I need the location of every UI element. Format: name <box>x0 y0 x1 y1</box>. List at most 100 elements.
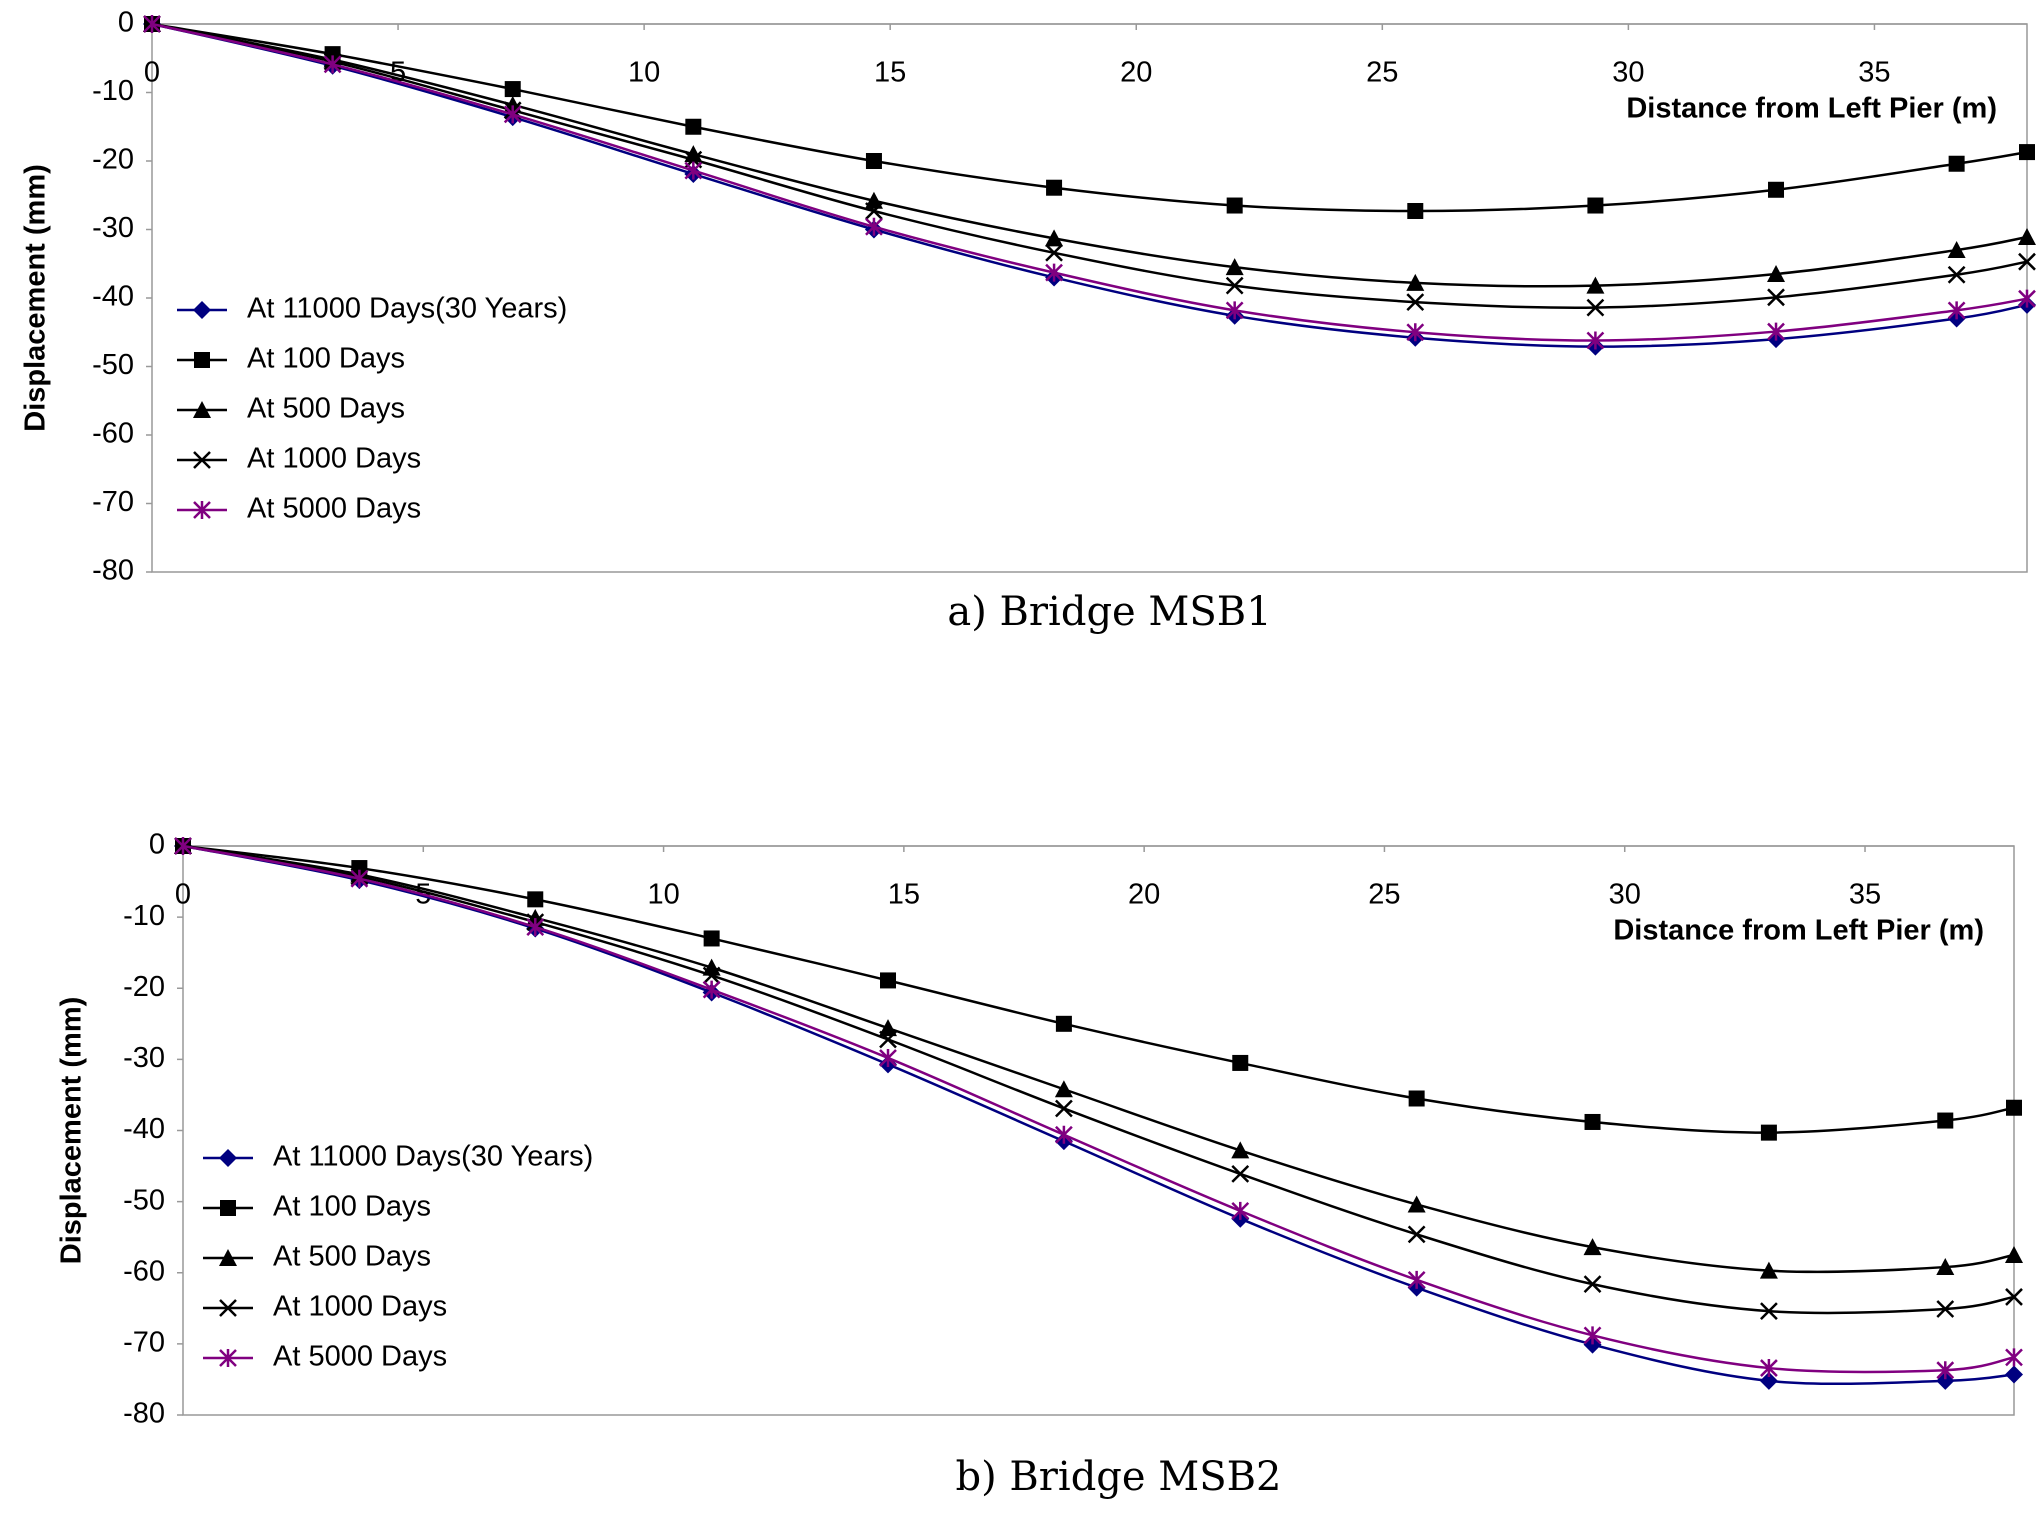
legend-label: At 100 Days <box>247 343 405 375</box>
marker <box>703 930 720 947</box>
marker <box>864 191 883 209</box>
marker <box>2018 252 2036 271</box>
marker <box>1045 229 1064 247</box>
x-tick-label: 25 <box>1366 57 1398 89</box>
marker <box>1407 1270 1426 1289</box>
x-tick-label: 15 <box>888 879 920 911</box>
marker <box>1046 179 1063 196</box>
y-tick-label: -70 <box>92 486 134 518</box>
marker <box>1767 288 1785 307</box>
marker <box>702 980 721 999</box>
legend-marker <box>219 1149 237 1167</box>
series-line <box>182 844 2015 1374</box>
marker <box>323 55 342 74</box>
x-tick-label: 0 <box>144 57 160 89</box>
x-axis-title: Distance from Left Pier (m) <box>1626 93 1997 125</box>
marker <box>2005 1245 2023 1263</box>
series-line <box>182 844 2015 1315</box>
legend-label: At 500 Days <box>273 1241 431 1273</box>
y-tick-label: -10 <box>92 75 134 107</box>
marker <box>143 15 161 33</box>
y-tick-label: 0 <box>118 7 134 39</box>
y-tick-label: -80 <box>123 1398 165 1430</box>
marker <box>2006 1099 2022 1116</box>
marker <box>865 217 883 236</box>
marker <box>1055 1099 1073 1118</box>
marker <box>1586 331 1605 350</box>
marker <box>1767 322 1785 341</box>
y-tick-label: -50 <box>92 349 134 381</box>
x-axis-title: Distance from Left Pier (m) <box>1613 915 1984 947</box>
marker <box>1759 1261 1778 1279</box>
marker <box>1232 1054 1249 1071</box>
marker <box>879 1030 897 1049</box>
marker <box>1407 1225 1426 1244</box>
marker <box>1936 1361 1955 1380</box>
marker <box>174 837 192 855</box>
legend-marker <box>193 501 211 519</box>
marker <box>1584 1113 1601 1130</box>
legend-marker <box>219 1299 237 1317</box>
legend-marker <box>193 401 211 418</box>
marker <box>1045 263 1063 282</box>
marker <box>2019 144 2035 161</box>
marker <box>350 869 369 888</box>
x-tick-label: 10 <box>628 57 660 89</box>
marker <box>1055 1015 1072 1032</box>
marker <box>865 202 883 220</box>
marker <box>880 972 897 989</box>
marker <box>1937 1112 1954 1129</box>
marker <box>1407 203 1424 220</box>
legend-marker <box>194 352 210 368</box>
x-tick-label: 20 <box>1128 879 1160 911</box>
y-tick-label: -20 <box>92 144 134 176</box>
marker <box>1583 1326 1602 1345</box>
y-tick-label: -70 <box>123 1327 165 1359</box>
marker <box>1947 301 1966 320</box>
y-tick-label: -80 <box>92 555 134 587</box>
marker <box>1587 197 1604 214</box>
series-line <box>182 844 2015 1134</box>
y-tick-label: 0 <box>149 829 165 861</box>
y-tick-label: -40 <box>92 281 134 313</box>
marker <box>2018 289 2036 308</box>
legend-label: At 1000 Days <box>273 1291 447 1323</box>
y-tick-label: -10 <box>123 900 165 932</box>
marker <box>2005 1348 2023 1367</box>
marker <box>1225 276 1244 295</box>
marker <box>1760 1124 1777 1141</box>
legend-marker <box>193 451 211 469</box>
marker <box>1948 155 1965 172</box>
marker <box>1407 1195 1426 1213</box>
legend-label: At 500 Days <box>247 393 405 425</box>
legend-label: At 100 Days <box>273 1191 431 1223</box>
marker <box>504 81 521 98</box>
marker <box>865 153 882 169</box>
marker <box>879 1019 898 1037</box>
legend-marker <box>219 1249 237 1266</box>
marker <box>1947 241 1966 259</box>
marker <box>527 891 544 908</box>
marker <box>503 105 522 124</box>
marker <box>1406 323 1425 342</box>
series-line <box>151 22 2028 342</box>
legend-marker <box>193 301 211 319</box>
legend-label: At 11000 Days(30 Years) <box>247 293 567 325</box>
y-tick-label: -30 <box>92 212 134 244</box>
marker <box>1759 1371 1778 1390</box>
legend-marker <box>219 1349 237 1367</box>
marker <box>1408 1090 1425 1107</box>
y-tick-label: -40 <box>123 1113 165 1145</box>
marker <box>1225 258 1244 276</box>
marker <box>1225 301 1244 320</box>
marker <box>2005 1288 2023 1306</box>
legend-marker <box>220 1200 236 1216</box>
marker <box>702 966 721 985</box>
legend-label: At 5000 Days <box>273 1341 447 1373</box>
marker <box>2005 1365 2023 1384</box>
x-tick-label: 35 <box>1849 879 1881 911</box>
legend-label: At 11000 Days(30 Years) <box>273 1141 593 1173</box>
x-tick-label: 20 <box>1120 57 1152 89</box>
y-tick-label: -60 <box>123 1255 165 1287</box>
legend-label: At 1000 Days <box>247 443 421 475</box>
